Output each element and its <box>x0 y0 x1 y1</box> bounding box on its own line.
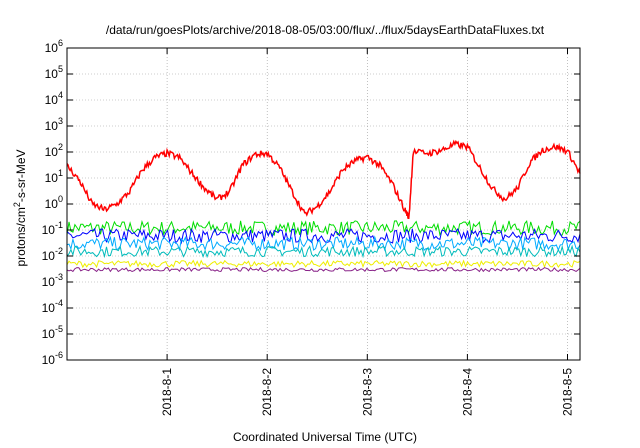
series-line <box>66 235 581 252</box>
axis-ticks <box>67 47 580 361</box>
y-tick-label: 10-2 <box>42 246 63 263</box>
y-tick-label: 10-1 <box>42 220 63 237</box>
y-tick-label: 101 <box>45 168 63 185</box>
x-axis-label: Coordinated Universal Time (UTC) <box>233 430 417 444</box>
x-tick-label: 2018-8-2 <box>260 368 274 416</box>
x-tick-label: 2018-8-4 <box>460 368 474 416</box>
y-tick-label: 10-5 <box>42 324 63 341</box>
series-line-main <box>66 139 581 219</box>
series-line <box>66 219 581 237</box>
y-tick-label: 105 <box>45 64 63 81</box>
x-tick-label: 2018-8-3 <box>360 368 374 416</box>
series-line <box>66 259 581 269</box>
y-tick-label: 100 <box>45 194 63 211</box>
series-line <box>66 266 581 273</box>
series-layer <box>66 139 581 273</box>
y-axis-label: protons/cm2-s-sr-MeV <box>12 149 28 266</box>
y-tick-label: 104 <box>45 90 63 107</box>
y-tick-label: 10-6 <box>42 350 63 367</box>
y-tick-label: 102 <box>45 142 63 159</box>
y-tick-label: 10-4 <box>42 298 63 315</box>
y-tick-label: 10-3 <box>42 272 63 289</box>
y-tick-label: 103 <box>45 116 63 133</box>
x-tick-label: 2018-8-5 <box>560 368 574 416</box>
plot-frame <box>66 47 581 361</box>
y-tick-labels: 10-6 10-5 10-4 10-3 10-2 10-1 100 101 102 103 104 1… <box>42 38 63 367</box>
series-line <box>66 244 581 259</box>
x-tick-label: 2018-8-1 <box>160 368 174 416</box>
series-line <box>66 227 581 245</box>
x-tick-labels: 2018-8-1 2018-8-2 2018-8-3 2018-8-4 2018-8-5 <box>160 368 574 416</box>
chart-title: /data/run/goesPlots/archive/2018-08-05/0… <box>106 23 545 37</box>
y-tick-label: 106 <box>45 38 63 55</box>
grid-lines <box>67 48 580 360</box>
